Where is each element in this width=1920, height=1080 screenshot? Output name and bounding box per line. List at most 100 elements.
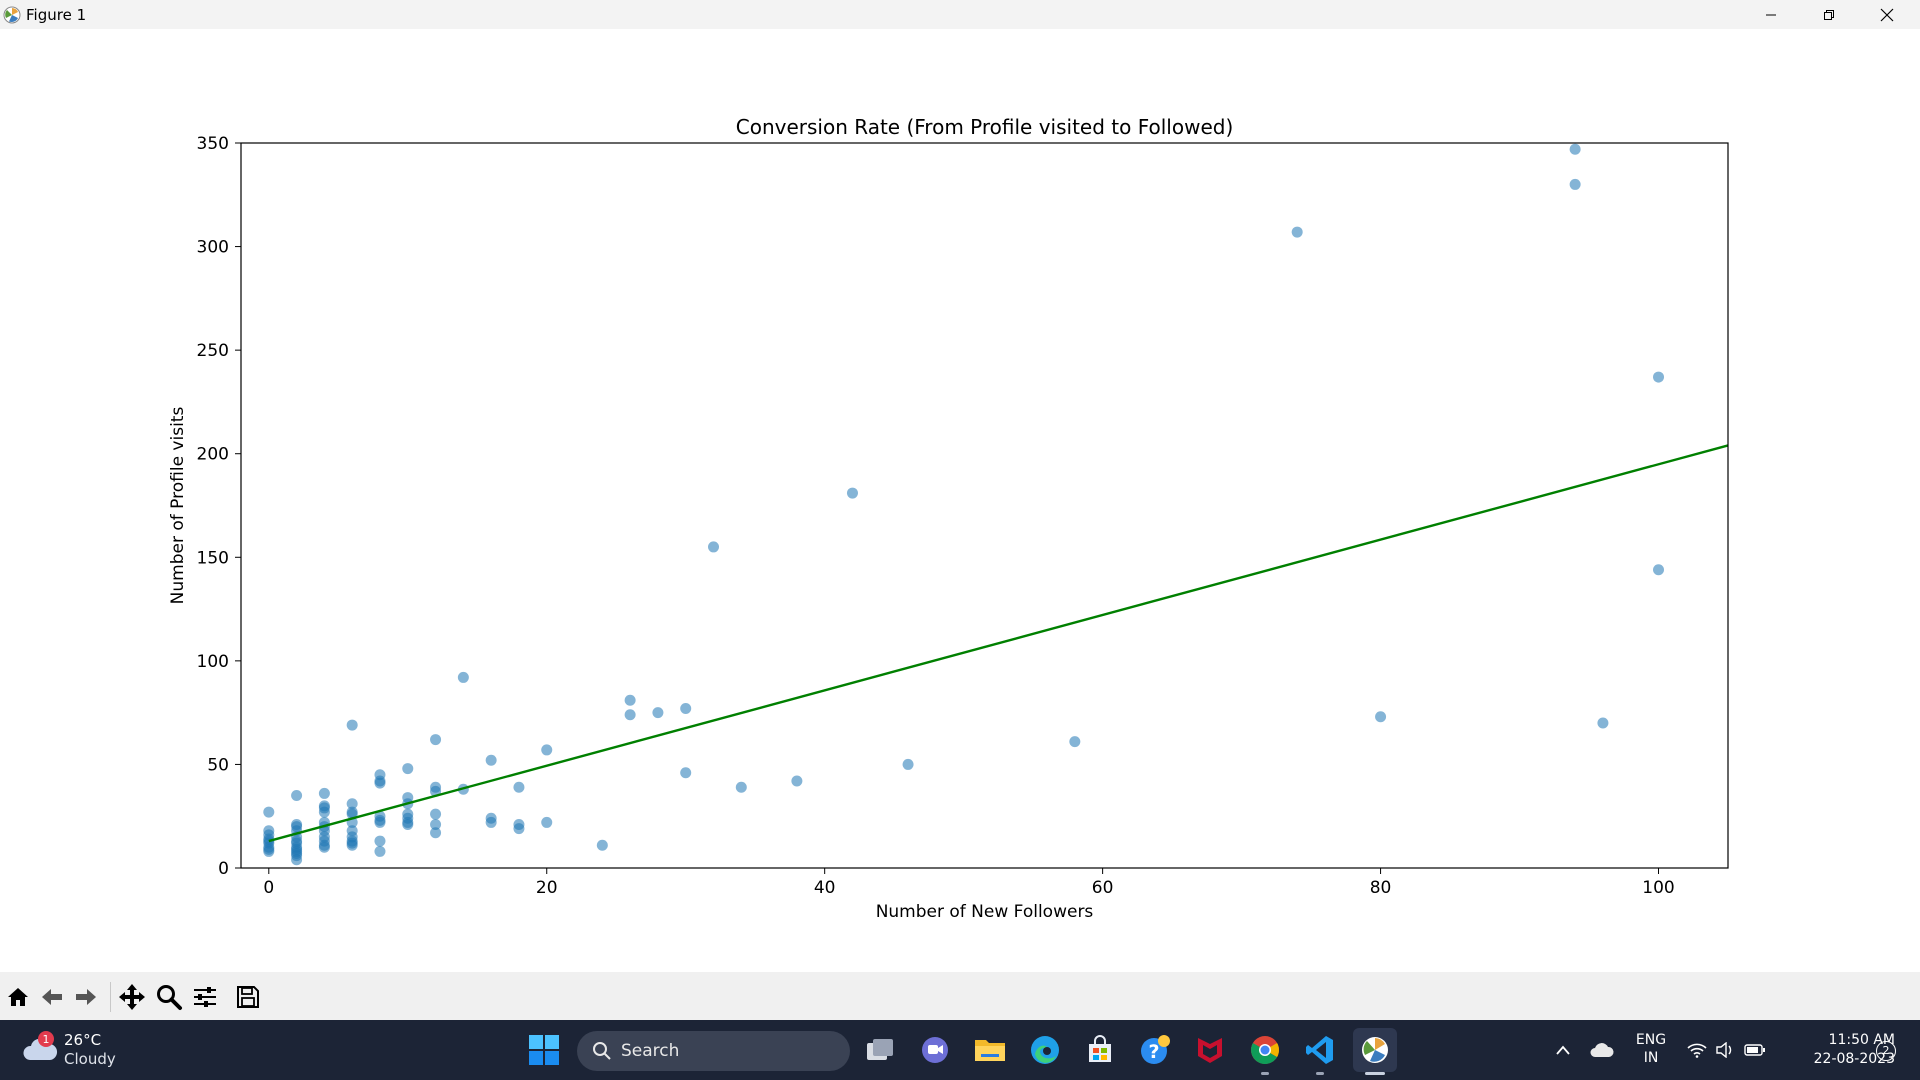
toolbar-separator [110,982,111,1012]
data-point-79 [680,767,692,779]
scatter-chart: 0 20 40 60 80 100 0 50 100 150 200 250 300 350 Conver… [168,115,1729,922]
back-button[interactable] [36,981,68,1013]
data-point-32 [318,841,330,853]
data-point-86 [1291,226,1303,238]
pan-button[interactable] [116,981,148,1013]
svg-text:?: ? [1148,1041,1159,1063]
configure-subplots-icon [194,987,216,1007]
x-tick-label: 40 [814,878,836,898]
x-tick-label: 100 [1642,878,1674,898]
minimize-icon [1766,14,1776,15]
x-tick-label: 60 [1092,878,1114,898]
data-point-66 [485,754,497,766]
data-point-69 [513,781,525,793]
y-tick-label: 200 [197,445,229,465]
forward-button[interactable] [70,981,102,1013]
y-tick-label: 0 [218,859,229,879]
file-explorer-icon [975,1040,1005,1061]
data-point-49 [374,835,386,847]
matplotlib-taskbar-button[interactable] [1353,1028,1397,1072]
data-point-45 [374,777,386,789]
restore-button[interactable] [1800,0,1858,29]
pan-icon [119,984,145,1010]
data-point-21 [291,854,303,866]
y-tick-label: 250 [197,341,229,361]
data-point-71 [513,823,525,835]
close-button[interactable] [1858,0,1916,29]
matplotlib-active-indicator [1365,1072,1385,1075]
data-point-87 [1375,711,1387,723]
store-icon [1089,1035,1111,1062]
data-point-72 [541,744,553,756]
start-button[interactable] [522,1028,566,1072]
help-button[interactable]: ? [1133,1028,1177,1072]
chrome-button[interactable] [1243,1028,1287,1072]
data-point-62 [430,819,442,830]
vscode-running-indicator [1316,1072,1324,1075]
configure-subplots-button[interactable] [189,981,221,1013]
volume-button[interactable] [1713,1020,1737,1080]
language-indicator[interactable]: ENG IN [1627,1031,1675,1067]
chevron-up-icon [1556,1045,1570,1055]
teams-chat-button[interactable] [913,1028,957,1072]
battery-icon [1744,1044,1765,1056]
data-point-63 [430,827,442,839]
forward-icon [76,989,96,1005]
wifi-button[interactable] [1685,1020,1709,1080]
data-point-61 [430,808,442,820]
data-point-22 [318,787,330,799]
zoom-icon [157,985,182,1010]
x-axis-label: Number of New Followers [876,902,1094,922]
regression-line [268,444,1729,843]
data-point-91 [1653,371,1665,383]
weather-widget[interactable]: 1 26°C Cloudy [20,1028,150,1072]
data-point-33 [346,719,358,731]
file-explorer-button[interactable] [968,1028,1012,1072]
task-view-icon [867,1039,893,1060]
data-point-64 [457,671,469,683]
y-tick-label: 50 [207,755,229,775]
zoom-button[interactable] [153,981,185,1013]
window-title: Figure 1 [26,6,87,24]
show-hidden-icons-button[interactable] [1551,1020,1575,1080]
restore-icon [1824,9,1834,20]
battery-button[interactable] [1742,1020,1768,1080]
search-icon [593,1042,611,1060]
data-point-82 [791,775,803,787]
chrome-running-indicator [1261,1072,1269,1075]
store-button[interactable] [1078,1028,1122,1072]
notification-count-badge[interactable]: 2 [1876,1041,1896,1061]
edge-button[interactable] [1023,1028,1067,1072]
data-point-81 [735,781,747,793]
vscode-button[interactable] [1298,1028,1342,1072]
data-point-92 [1653,564,1665,576]
home-button[interactable] [2,981,34,1013]
teams-chat-icon [922,1037,948,1063]
back-icon [42,989,62,1005]
data-point-78 [680,703,692,714]
y-tick-label: 350 [197,134,229,154]
home-icon [8,988,28,1006]
data-point-75 [624,694,636,706]
onedrive-button[interactable] [1588,1020,1616,1080]
chrome-icon [1251,1036,1279,1064]
y-tick-label: 100 [197,652,229,672]
data-point-34 [346,798,358,810]
mcafee-icon [1198,1038,1222,1063]
taskbar: 1 26°C Cloudy Search ? [0,1020,1920,1080]
y-tick-label: 300 [197,238,229,258]
chart-title: Conversion Rate (From Profile visited to… [736,115,1234,139]
data-point-57 [402,819,414,830]
minimize-button[interactable] [1742,0,1800,29]
weather-badge: 1 [43,1033,50,1046]
data-point-0 [263,806,275,818]
matplotlib-icon [3,6,21,24]
taskbar-search[interactable]: Search [577,1031,850,1071]
x-tick-label: 80 [1370,878,1392,898]
help-icon: ? [1141,1035,1170,1064]
save-button[interactable] [232,981,264,1013]
y-tick-label: 150 [197,548,229,568]
task-view-button[interactable] [858,1028,902,1072]
mcafee-button[interactable] [1188,1028,1232,1072]
language-region: IN [1643,1050,1659,1066]
